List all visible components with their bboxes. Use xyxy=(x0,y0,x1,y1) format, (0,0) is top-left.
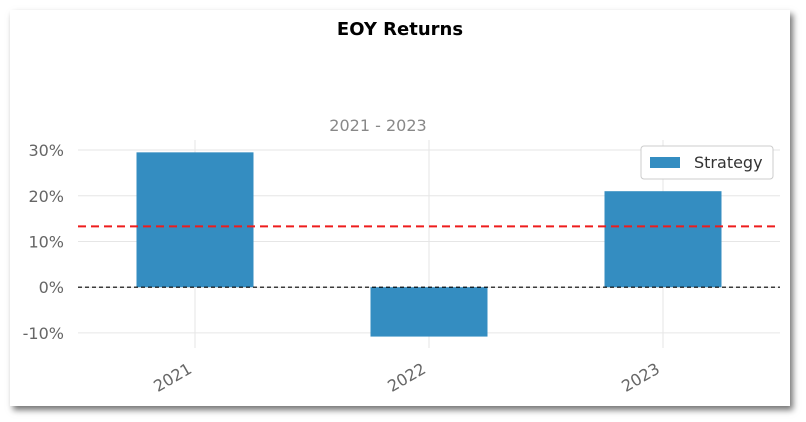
chart-title: EOY Returns xyxy=(337,19,463,40)
legend-label-strategy: Strategy xyxy=(694,153,763,172)
legend: Strategy xyxy=(640,145,774,180)
y-tick-label-3: 20% xyxy=(28,187,64,206)
y-tick-label-2: 10% xyxy=(28,232,64,251)
reference-lines xyxy=(78,225,780,288)
x-axis-ticks: 2021 2022 2023 xyxy=(150,359,663,396)
y-axis-ticks: -10% 0% 10% 20% 30% xyxy=(23,141,64,343)
bars xyxy=(136,152,722,337)
chart-subtitle: 2021 - 2023 xyxy=(329,116,426,135)
y-tick-label-1: 0% xyxy=(39,278,64,297)
bar-2021 xyxy=(136,152,254,288)
bar-2023 xyxy=(604,191,722,288)
legend-swatch-strategy xyxy=(650,157,680,168)
y-tick-label-0: -10% xyxy=(23,324,64,343)
x-tick-label-2022: 2022 xyxy=(384,359,429,396)
y-tick-label-4: 30% xyxy=(28,141,64,160)
x-tick-label-2023: 2023 xyxy=(618,359,663,396)
legend-box xyxy=(640,145,774,180)
bar-2022 xyxy=(370,287,488,337)
x-tick-label-2021: 2021 xyxy=(150,359,195,396)
